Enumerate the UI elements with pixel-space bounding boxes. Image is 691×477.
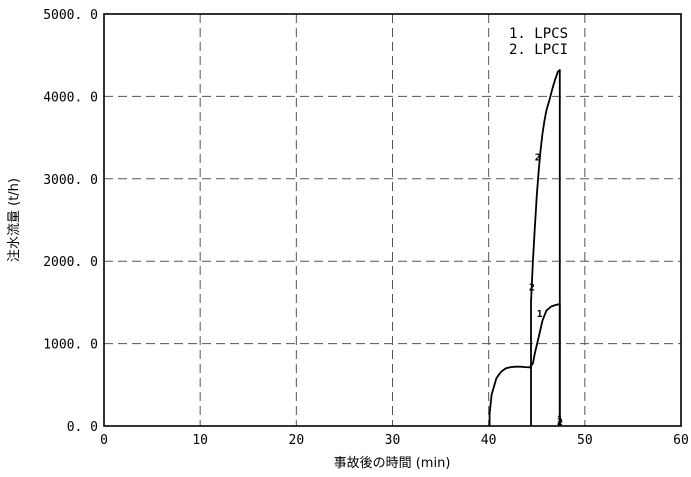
y-tick-label: 0. 0 xyxy=(67,420,98,435)
y-tick-label: 2000. 0 xyxy=(43,255,98,270)
x-tick-label: 20 xyxy=(289,433,305,448)
x-tick-label: 30 xyxy=(385,433,401,448)
x-tick-labels: 0 10 20 30 40 50 60 xyxy=(100,433,689,448)
series-marker-label: 1 xyxy=(557,415,563,426)
plot-frame xyxy=(103,13,682,427)
x-tick-label: 50 xyxy=(577,433,593,448)
x-tick-label: 0 xyxy=(100,433,108,448)
x-axis-label: 事故後の時間 (min) xyxy=(334,456,451,471)
x-tick-label: 10 xyxy=(192,433,208,448)
series-marker-label: 2 xyxy=(535,153,541,164)
series-marker-label: 1 xyxy=(537,309,543,320)
x-tick-label: 60 xyxy=(673,433,689,448)
y-tick-labels: 0. 0 1000. 0 2000. 0 3000. 0 4000. 0 5000. 0 xyxy=(43,8,98,435)
y-tick-label: 3000. 0 xyxy=(43,173,98,188)
series-lines xyxy=(488,69,561,426)
legend-entry: 1. LPCS xyxy=(509,26,568,42)
y-tick-label: 4000. 0 xyxy=(43,90,98,105)
y-tick-label: 5000. 0 xyxy=(43,8,98,23)
series-marker-label: 2 xyxy=(557,417,563,428)
series-marker-label: 2 xyxy=(529,283,535,294)
series-line-1 xyxy=(488,303,561,426)
y-axis-label: 注水流量 (t/h) xyxy=(7,178,22,262)
grid-lines xyxy=(104,14,681,426)
x-tick-label: 40 xyxy=(481,433,497,448)
series-line-2 xyxy=(530,69,561,426)
y-tick-label: 1000. 0 xyxy=(43,338,98,353)
legend-entry: 2. LPCI xyxy=(509,42,568,58)
